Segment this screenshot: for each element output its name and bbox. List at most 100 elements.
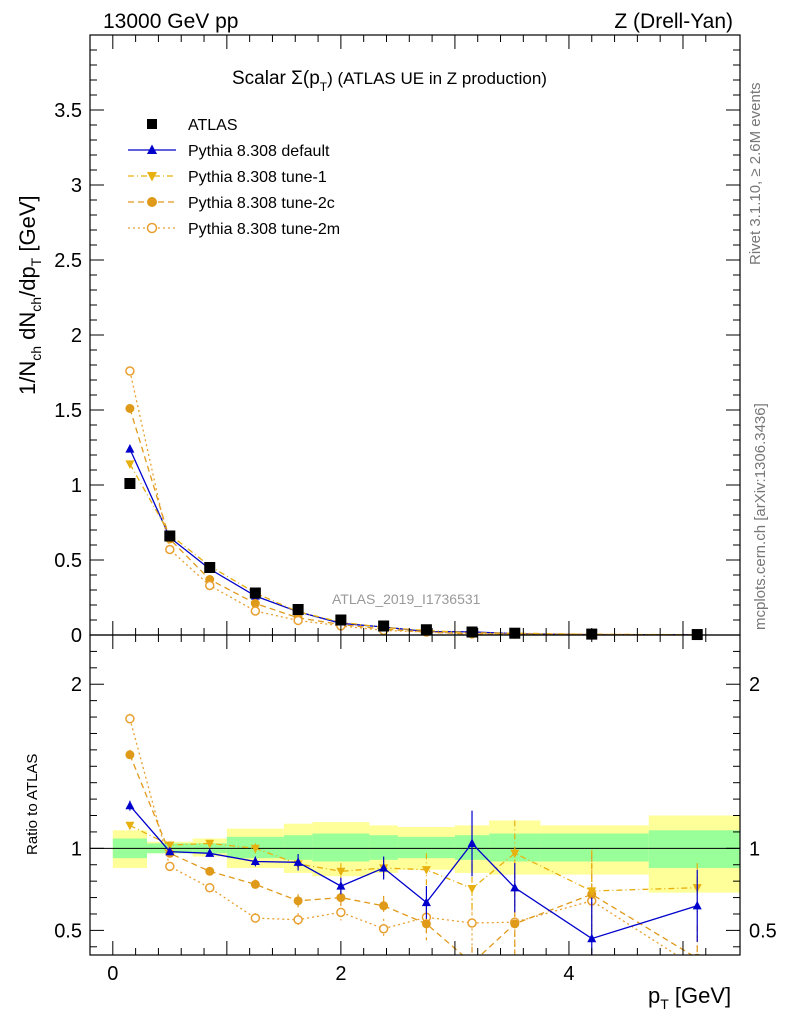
ratio-point-3-3 <box>250 913 261 923</box>
main-point-4-1 <box>165 544 175 555</box>
legend-label-1: Pythia 8.308 default <box>188 143 330 160</box>
ratio-point-2-6 <box>379 901 389 911</box>
inner-band-bin-10 <box>540 833 649 862</box>
inner-band-bin-6 <box>369 835 398 860</box>
ratio-ytick-label-right-0: 0.5 <box>749 920 777 942</box>
main-point-0-2 <box>204 562 216 573</box>
ratio-ytick-label-left-0: 0.5 <box>54 920 82 942</box>
ratio-point-2-3 <box>250 879 260 889</box>
main-ytick-label-2: 1 <box>71 475 82 497</box>
main-series-line-3 <box>129 408 698 636</box>
ratio-point-1-9 <box>510 849 520 859</box>
main-ytick-label-0: 0 <box>71 625 82 647</box>
ratio-point-3-5 <box>336 907 346 918</box>
legend-label-2: Pythia 8.308 tune-1 <box>188 169 327 186</box>
inner-band-bin-5 <box>312 833 370 862</box>
ratio-point-0-2 <box>205 848 215 857</box>
legend-marker-4 <box>146 222 158 234</box>
ratio-point-2-9 <box>510 919 520 929</box>
ratio-point-1-5 <box>336 867 346 877</box>
main-title-suffix: ) (ATLAS UE in Z production) <box>327 69 547 88</box>
ratio-series-line-3 <box>129 718 678 955</box>
ratio-point-0-4 <box>293 857 303 866</box>
svg-text:pT [GeV]: pT [GeV] <box>648 983 731 1012</box>
main-ytick-label-1: 0.5 <box>54 550 82 572</box>
ratio-point-1-3 <box>250 844 260 854</box>
ratio-point-3-0 <box>125 713 135 724</box>
ratio-point-2-8 <box>468 959 477 968</box>
axes-layer: 0 0.5 1 1.5 2 2.5 3 3.5 0 2 4 0.5 0.5 1 1 2 2 <box>54 34 777 985</box>
ratio-point-2-4 <box>293 896 303 906</box>
ratio-point-0-7 <box>421 897 431 907</box>
ratio-point-0-6 <box>379 863 389 872</box>
ratio-point-0-11 <box>692 900 702 910</box>
legend-marker-3 <box>147 197 157 207</box>
x-axis-label-main: p <box>648 983 660 1008</box>
ratio-point-3-6 <box>378 923 389 934</box>
legend-marker-1 <box>147 144 157 154</box>
ratio-uncertainty-bands <box>90 815 740 893</box>
main-point-3-0 <box>125 404 135 413</box>
ratio-point-3-11 <box>693 964 701 972</box>
ratio-point-1-1 <box>165 841 175 851</box>
main-title-sub: T <box>320 80 328 94</box>
legend-item-2: Pythia 8.308 tune-1 <box>128 169 327 186</box>
ratio-series-line-0 <box>129 805 698 940</box>
main-point-3-3 <box>250 599 260 608</box>
ratio-series-layer <box>125 713 702 972</box>
ratio-point-3-4 <box>293 914 303 925</box>
ratio-point-0-9 <box>510 882 520 892</box>
main-point-0-1 <box>164 530 176 542</box>
ratio-point-0-3 <box>250 856 260 866</box>
legend: ATLAS Pythia 8.308 default Pythia 8.308 tu… <box>128 117 340 238</box>
legend-item-3: Pythia 8.308 tune-2c <box>128 195 335 212</box>
ratio-point-1-10 <box>587 887 597 896</box>
ratio-ytick-label-right-1: 1 <box>749 838 760 860</box>
main-point-2-0 <box>125 460 135 469</box>
main-y-axis-label: 1/Nch dNch/dpT [GeV] <box>15 195 44 395</box>
main-point-0-8 <box>466 626 478 638</box>
legend-label-3: Pythia 8.308 tune-2c <box>188 195 335 212</box>
main-point-0-6 <box>378 620 390 632</box>
ratio-point-0-0 <box>125 800 135 810</box>
ratio-point-3-2 <box>204 882 215 893</box>
ratio-point-1-7 <box>421 866 431 875</box>
ratio-point-2-7 <box>421 919 431 929</box>
main-series-1 <box>125 444 702 639</box>
main-series-layer <box>124 366 703 641</box>
main-title-prefix: Scalar Σ(p <box>232 68 320 89</box>
ratio-series-0 <box>125 800 702 955</box>
main-title: Scalar Σ(pT) (ATLAS UE in Z production) <box>232 68 547 94</box>
rivet-label: Rivet 3.1.10, ≥ 2.6M events <box>747 83 764 266</box>
ratio-ytick-label-left-1: 1 <box>71 838 82 860</box>
legend-marker-2 <box>147 172 157 182</box>
inner-band-bin-11 <box>648 830 740 869</box>
legend-item-0: ATLAS <box>147 117 238 134</box>
main-series-line-2 <box>129 463 698 636</box>
main-point-1-0 <box>125 444 135 453</box>
main-ytick-label-7: 3.5 <box>54 100 82 122</box>
analysis-watermark: ATLAS_2019_I1736531 <box>332 591 481 607</box>
main-point-4-3 <box>250 606 261 616</box>
main-point-0-0 <box>124 478 136 489</box>
main-ytick-label-4: 2 <box>71 325 82 347</box>
svg-text:1/Nch dNch/dpT [GeV]: 1/Nch dNch/dpT [GeV] <box>15 195 44 395</box>
ratio-xtick-label-2: 4 <box>563 963 574 985</box>
main-ytick-label-6: 3 <box>71 175 82 197</box>
main-point-0-7 <box>420 624 432 636</box>
main-point-4-0 <box>125 366 135 376</box>
ratio-xtick-label-0: 0 <box>107 963 118 985</box>
ratio-point-0-1 <box>165 846 175 856</box>
ratio-xtick-label-1: 2 <box>335 963 346 985</box>
main-point-4-2 <box>204 580 215 591</box>
legend-item-1: Pythia 8.308 default <box>128 143 330 160</box>
ratio-point-0-5 <box>336 881 346 890</box>
main-point-0-4 <box>292 604 304 615</box>
ratio-point-1-2 <box>205 839 215 849</box>
ratio-ytick-label-left-2: 2 <box>71 674 82 696</box>
main-ytick-label-5: 2.5 <box>54 250 82 272</box>
main-point-0-9 <box>509 627 521 639</box>
ratio-frame <box>89 634 741 956</box>
main-series-2 <box>125 460 702 640</box>
